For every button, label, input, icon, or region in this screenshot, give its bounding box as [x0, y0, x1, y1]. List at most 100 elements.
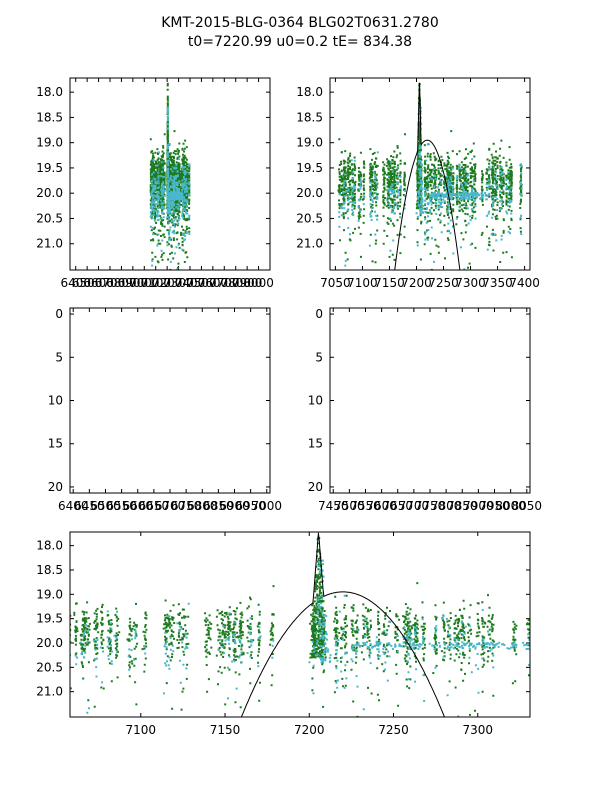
- svg-text:21.0: 21.0: [296, 237, 323, 251]
- svg-text:7700: 7700: [399, 499, 430, 513]
- panel-zoom-lightcurve-plot: 7100 7150 7200 7250 7300 18.0 18.5 19.0 19.5 20.0…: [36, 531, 531, 737]
- svg-text:6500: 6500: [90, 499, 121, 513]
- svg-text:7100: 7100: [140, 276, 171, 290]
- svg-text:6600: 6600: [122, 499, 153, 513]
- svg-text:7950: 7950: [479, 499, 510, 513]
- svg-text:7900: 7900: [463, 499, 494, 513]
- svg-text:7250: 7250: [378, 723, 409, 737]
- svg-text:20.0: 20.0: [296, 186, 323, 200]
- svg-text:6850: 6850: [203, 499, 234, 513]
- svg-text:7150: 7150: [374, 276, 405, 290]
- tick-marks: [70, 532, 530, 717]
- axes-frame: [69, 77, 271, 271]
- svg-text:6500: 6500: [72, 276, 103, 290]
- svg-text:18.0: 18.0: [296, 85, 323, 99]
- svg-text:6550: 6550: [106, 499, 137, 513]
- svg-text:7150: 7150: [210, 723, 241, 737]
- svg-text:6900: 6900: [219, 499, 250, 513]
- svg-text:7100: 7100: [347, 276, 378, 290]
- svg-text:7050: 7050: [320, 276, 351, 290]
- svg-text:18.0: 18.0: [36, 539, 63, 553]
- svg-text:20.0: 20.0: [36, 186, 63, 200]
- svg-text:5: 5: [55, 350, 63, 364]
- scatter-points-cyan: [70, 559, 530, 717]
- panel-full-lightcurve-plot: 6400650066006700680069007000710072007300…: [36, 77, 274, 290]
- svg-text:7300: 7300: [163, 276, 194, 290]
- tick-labels: 6400645065006550660066506700675068006850…: [48, 307, 282, 513]
- svg-text:6400: 6400: [60, 276, 91, 290]
- svg-text:8000: 8000: [495, 499, 526, 513]
- svg-text:7700: 7700: [209, 276, 240, 290]
- svg-text:7600: 7600: [198, 276, 229, 290]
- tick-labels: 7100 7150 7200 7250 7300 18.0 18.5 19.0 19.5 20.0…: [36, 539, 493, 737]
- svg-text:20: 20: [48, 480, 63, 494]
- tick-marks: [330, 78, 530, 270]
- svg-text:7200: 7200: [401, 276, 432, 290]
- svg-text:7000: 7000: [252, 499, 282, 513]
- plot-content: [337, 82, 523, 270]
- tick-marks: [70, 308, 270, 493]
- svg-text:7400: 7400: [175, 276, 206, 290]
- panel-empty-right-plot: 7450750075507600765077007750780078507900…: [308, 307, 542, 513]
- scatter-points-cyan: [149, 106, 191, 270]
- svg-text:7400: 7400: [509, 276, 540, 290]
- axes-frame: [69, 307, 271, 494]
- svg-text:15: 15: [308, 437, 323, 451]
- svg-text:19.0: 19.0: [296, 136, 323, 150]
- svg-text:6650: 6650: [139, 499, 170, 513]
- svg-text:7200: 7200: [152, 276, 183, 290]
- svg-text:10: 10: [308, 394, 323, 408]
- svg-text:0: 0: [315, 307, 323, 321]
- svg-text:6400: 6400: [58, 499, 89, 513]
- svg-text:6800: 6800: [106, 276, 137, 290]
- svg-text:7100: 7100: [125, 723, 156, 737]
- svg-text:18.5: 18.5: [36, 563, 63, 577]
- svg-text:6700: 6700: [95, 276, 126, 290]
- scatter-points-green: [70, 536, 530, 717]
- axes-frame: [329, 307, 531, 494]
- svg-text:7800: 7800: [431, 499, 462, 513]
- svg-text:7300: 7300: [455, 276, 486, 290]
- svg-text:19.0: 19.0: [36, 587, 63, 601]
- svg-text:7600: 7600: [366, 499, 397, 513]
- axes-frame: [69, 531, 531, 718]
- svg-text:7650: 7650: [382, 499, 413, 513]
- svg-text:15: 15: [48, 437, 63, 451]
- svg-text:7750: 7750: [415, 499, 446, 513]
- tick-labels: 7450750075507600765077007750780078507900…: [308, 307, 542, 513]
- svg-text:6450: 6450: [74, 499, 105, 513]
- svg-text:21.0: 21.0: [36, 237, 63, 251]
- svg-text:20.5: 20.5: [36, 660, 63, 674]
- svg-text:20.5: 20.5: [296, 211, 323, 225]
- axes-frame: [329, 77, 531, 271]
- svg-text:19.5: 19.5: [36, 612, 63, 626]
- figure-subtitle: t0=7220.99 u0=0.2 tE= 834.38: [187, 34, 413, 50]
- svg-text:7500: 7500: [334, 499, 365, 513]
- tick-labels: 6400650066006700680069007000710072007300…: [36, 85, 274, 290]
- svg-text:6950: 6950: [235, 499, 266, 513]
- panel-empty-left-plot: 6400645065006550660066506700675068006850…: [48, 307, 282, 513]
- svg-text:7250: 7250: [428, 276, 459, 290]
- svg-text:7300: 7300: [462, 723, 493, 737]
- svg-text:10: 10: [48, 394, 63, 408]
- svg-text:6700: 6700: [155, 499, 186, 513]
- plot-content: [149, 82, 191, 270]
- svg-text:7900: 7900: [232, 276, 263, 290]
- svg-text:19.0: 19.0: [36, 136, 63, 150]
- plot-content: [70, 532, 530, 717]
- svg-text:7350: 7350: [482, 276, 513, 290]
- svg-text:0: 0: [55, 307, 63, 321]
- svg-text:7800: 7800: [220, 276, 251, 290]
- svg-text:18.5: 18.5: [296, 110, 323, 124]
- svg-text:20.5: 20.5: [36, 211, 63, 225]
- svg-text:18.0: 18.0: [36, 85, 63, 99]
- svg-text:7500: 7500: [186, 276, 217, 290]
- svg-text:18.5: 18.5: [36, 110, 63, 124]
- svg-text:7000: 7000: [129, 276, 160, 290]
- svg-text:20: 20: [308, 480, 323, 494]
- svg-text:7200: 7200: [294, 723, 325, 737]
- model-curve: [240, 532, 445, 717]
